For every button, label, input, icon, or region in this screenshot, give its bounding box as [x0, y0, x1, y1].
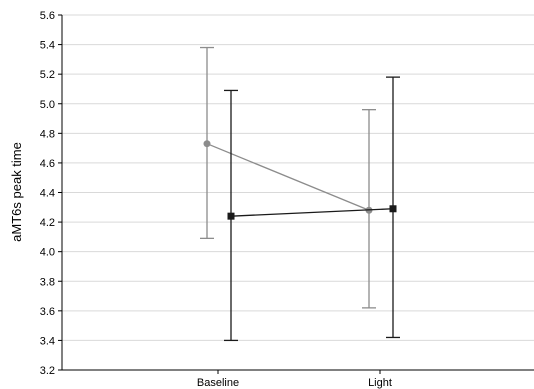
y-tick-label: 4.4: [40, 188, 55, 200]
y-tick-label: 3.2: [40, 365, 55, 377]
series-2: [224, 76, 400, 342]
series-line: [206, 143, 370, 211]
y-tick-label: 4.2: [40, 217, 55, 229]
y-tick-label: 5.2: [40, 69, 55, 81]
series: [200, 46, 400, 342]
series-line: [230, 208, 394, 217]
data-point: [389, 205, 397, 213]
x-tick-label: Baseline: [197, 377, 239, 389]
y-tick-label: 4.8: [40, 128, 55, 140]
y-tick-label: 5.6: [40, 10, 55, 22]
y-tick-label: 4.6: [40, 158, 55, 170]
x-tick-labels: Baseline Light: [197, 370, 392, 389]
y-axis-title: aMT6s peak time: [9, 142, 24, 242]
y-tick-label: 3.6: [40, 306, 55, 318]
gridlines: [62, 14, 534, 341]
y-tick-label: 3.4: [40, 335, 55, 347]
x-tick-label: Light: [368, 377, 392, 389]
y-tick-label: 4.0: [40, 247, 55, 259]
y-tick-label: 5.0: [40, 99, 55, 111]
y-tick-labels: 3.2 3.4 3.6 3.8 4.0 4.2 4.4 4.6 4.8 5.0 5.2 5.4 5.6: [40, 10, 62, 377]
series-1: [200, 46, 376, 309]
data-point: [227, 212, 235, 220]
y-tick-label: 5.4: [40, 40, 55, 52]
y-tick-label: 3.8: [40, 276, 55, 288]
data-point: [203, 140, 211, 148]
